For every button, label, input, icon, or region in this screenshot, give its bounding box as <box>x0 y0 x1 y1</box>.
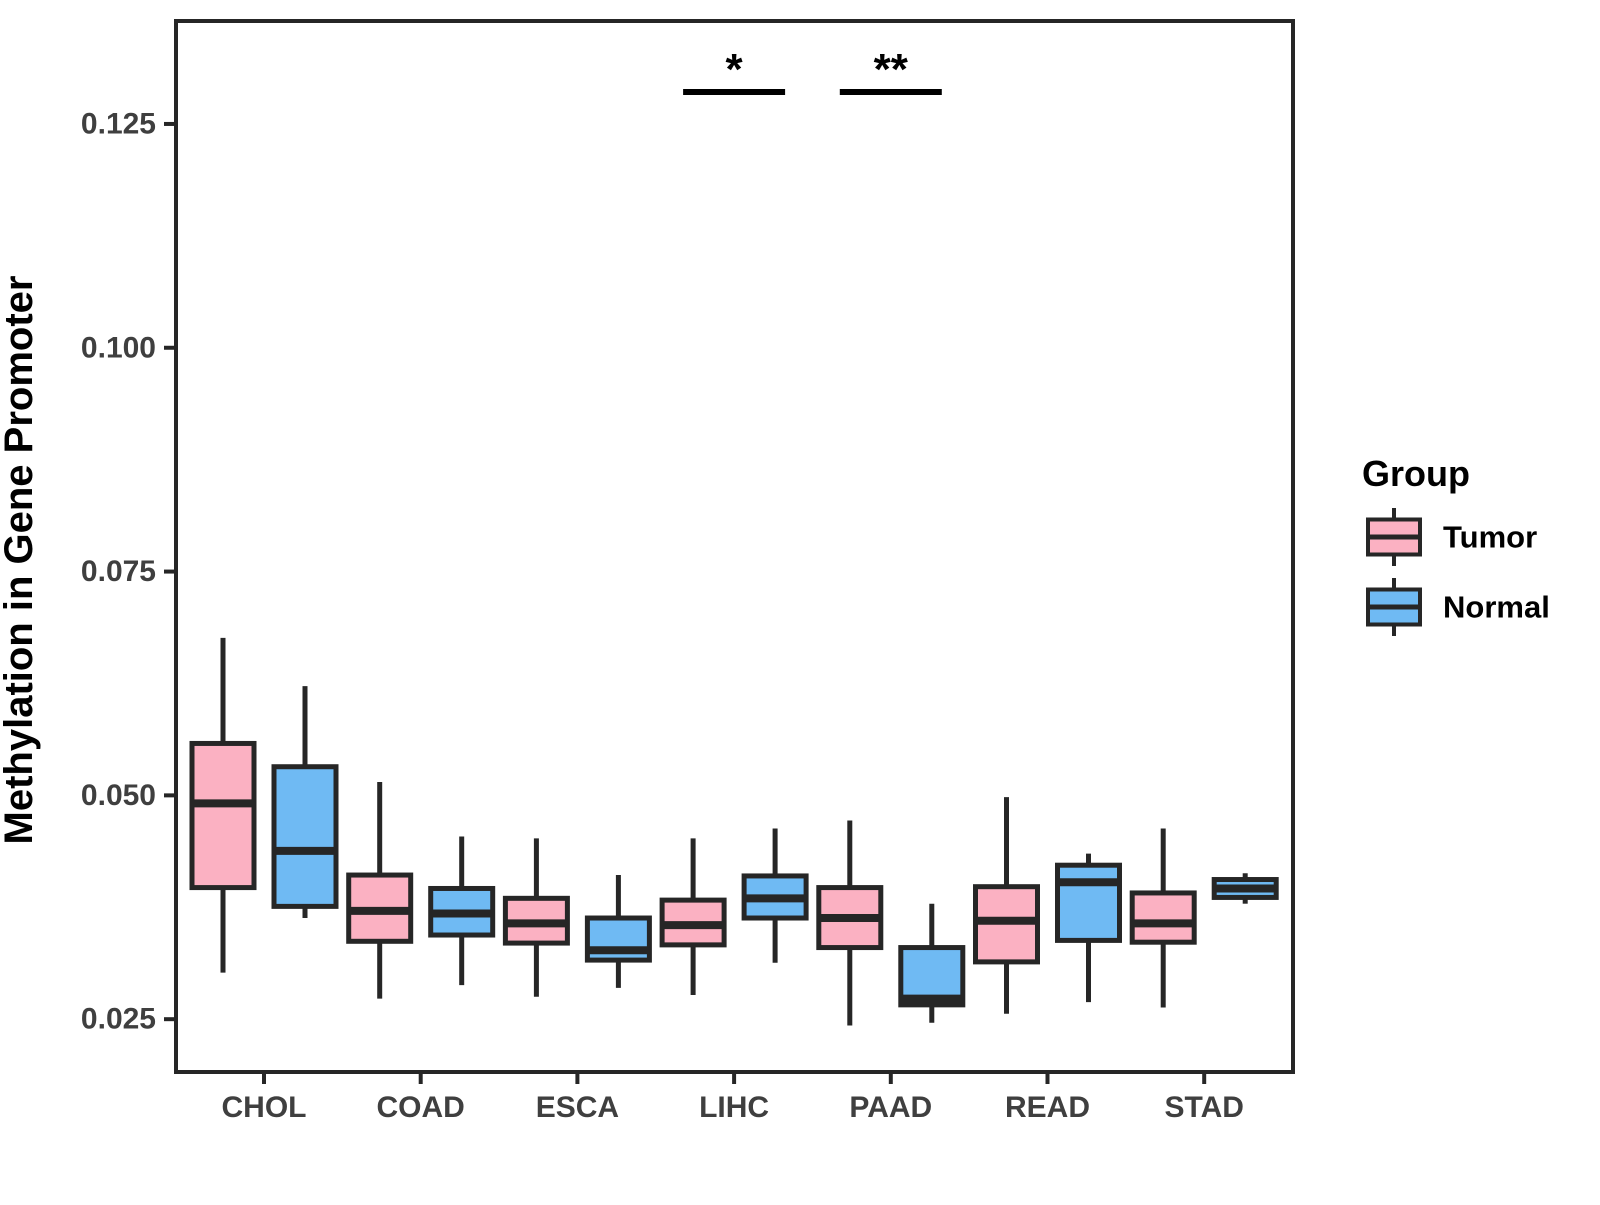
box-normal-READ <box>1055 862 1122 943</box>
box-tumor-CHOL <box>189 740 257 891</box>
box-tumor-STAD <box>1129 890 1197 945</box>
y-axis-title: Methylation in Gene Promoter <box>0 276 41 845</box>
x-axis-label-COAD: COAD <box>377 1091 465 1124</box>
x-axis-label-ESCA: ESCA <box>536 1091 619 1124</box>
legend-label-normal: Normal <box>1443 590 1550 625</box>
legend-title: Group <box>1362 453 1470 494</box>
x-axis-label-READ: READ <box>1005 1091 1090 1124</box>
x-axis-label-LIHC: LIHC <box>699 1091 769 1124</box>
plot-panel-border <box>174 19 1295 1074</box>
y-axis-tick-label-0.125: 0.125 <box>81 107 156 140</box>
y-axis-tick-label-0.075: 0.075 <box>81 555 156 588</box>
y-axis-tick-label-0.025: 0.025 <box>81 1003 156 1036</box>
significance-label-LIHC: * <box>726 45 744 94</box>
box-normal-CHOL <box>271 764 339 909</box>
significance-label-PAAD: ** <box>874 45 909 94</box>
y-axis-tick-label-0.050: 0.050 <box>81 779 156 812</box>
x-axis-label-CHOL: CHOL <box>222 1091 307 1124</box>
x-axis-label-STAD: STAD <box>1164 1091 1243 1124</box>
x-axis-label-PAAD: PAAD <box>849 1091 932 1124</box>
legend-label-tumor: Tumor <box>1443 520 1537 555</box>
y-axis-tick-label-0.100: 0.100 <box>81 331 156 364</box>
